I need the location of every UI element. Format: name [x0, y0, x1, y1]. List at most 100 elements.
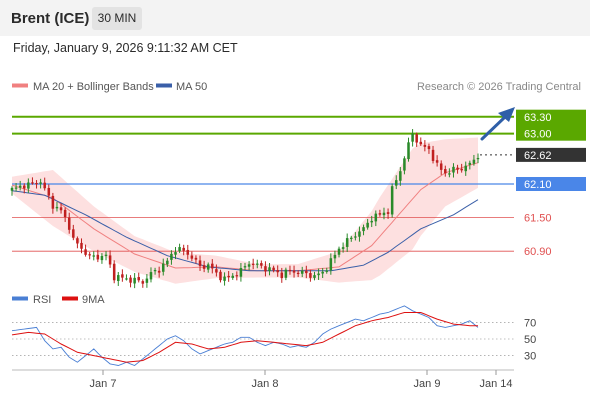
rsi-lines: [11, 305, 479, 367]
credit-text: Research © 2026 Trading Central: [417, 81, 581, 93]
rsi-gridlines: 70 50 30: [12, 317, 536, 363]
candle-27: [121, 269, 124, 282]
candle-40: [174, 247, 177, 260]
level-label-62.62: 62.62: [524, 150, 552, 162]
candle-110: [460, 163, 463, 173]
candle-35: [153, 267, 157, 275]
candle-109: [456, 164, 459, 174]
rsi-ma-legend-label: 9MA: [82, 294, 105, 306]
ma20-legend-swatch: [12, 83, 28, 88]
candle-90: [378, 209, 382, 217]
candle-45: [194, 255, 198, 264]
candle-68: [288, 265, 292, 275]
candle-46: [198, 255, 202, 271]
ma50-line: [11, 190, 479, 272]
candle-6: [35, 180, 38, 189]
candle-95: [399, 166, 402, 186]
candle-112: [468, 160, 472, 170]
candle-44: [190, 251, 194, 262]
rsi-ma-legend-swatch: [62, 296, 78, 301]
rsi-tick-50: 50: [524, 334, 536, 346]
candle-39: [170, 250, 173, 265]
time-axis-ticks: Jan 7 Jan 8 Jan 9 Jan 14: [90, 370, 513, 390]
candle-111: [464, 161, 468, 176]
candle-26: [117, 271, 120, 286]
candle-102: [427, 143, 431, 154]
candle-50: [215, 264, 218, 277]
rsi-line: [11, 305, 479, 367]
candle-105: [439, 160, 443, 175]
candle-36: [157, 266, 161, 278]
candle-79: [333, 250, 337, 264]
candle-32: [141, 279, 145, 288]
candle-106: [444, 165, 447, 177]
candle-84: [354, 232, 357, 241]
candle-87: [366, 218, 369, 230]
candle-22: [100, 253, 104, 264]
time-label-1: Jan 8: [252, 378, 279, 390]
candle-107: [448, 168, 451, 178]
candle-103: [431, 145, 435, 164]
candle-71: [300, 266, 304, 278]
level-label-62.10: 62.10: [524, 179, 552, 191]
candle-41: [178, 243, 181, 253]
candle-14: [67, 212, 71, 234]
candle-65: [276, 265, 279, 277]
candle-94: [394, 175, 398, 190]
level-tag-62.10: [516, 177, 586, 191]
forecast-arrow-icon: [480, 107, 515, 141]
price-level-tags: 63.30 63.00 62.62 62.10 61.50 60.90: [516, 109, 586, 258]
candle-34: [149, 267, 153, 283]
candle-5: [31, 177, 34, 185]
candle-4: [27, 178, 30, 193]
candle-20: [92, 251, 96, 261]
candle-18: [84, 244, 87, 257]
rsi-legend-swatch: [12, 296, 28, 301]
timestamp: Friday, January 9, 2026 9:11:32 AM CET: [13, 41, 238, 55]
candle-104: [435, 155, 439, 167]
rsi-legend-label: RSI: [33, 294, 51, 306]
candle-37: [161, 258, 165, 276]
candle-47: [202, 260, 206, 273]
candle-9: [47, 184, 51, 200]
candle-85: [358, 226, 361, 242]
candle-12: [59, 203, 63, 214]
candle-49: [211, 259, 214, 274]
candle-62: [264, 261, 267, 277]
candle-7: [39, 178, 42, 189]
candle-63: [268, 262, 271, 276]
rsi-tick-70: 70: [524, 317, 536, 329]
candle-48: [206, 262, 210, 273]
candle-97: [407, 137, 410, 162]
candle-67: [284, 267, 288, 281]
candle-75: [317, 268, 320, 280]
candle-28: [125, 274, 128, 281]
candle-77: [325, 267, 329, 274]
candle-88: [370, 215, 373, 228]
candle-108: [452, 163, 455, 178]
bollinger-band-area: [12, 137, 478, 284]
candle-82: [345, 233, 349, 252]
level-tag-62.62: [516, 147, 586, 162]
header: Brent (ICE) 30 MIN: [0, 0, 590, 36]
candle-11: [55, 201, 59, 212]
candle-55: [235, 271, 239, 281]
candle-61: [260, 260, 263, 269]
time-label-2: Jan 9: [414, 378, 441, 390]
ma50-legend-label: MA 50: [176, 81, 207, 93]
resistance-tag-block: [516, 109, 586, 141]
candle-42: [182, 244, 185, 256]
candle-57: [243, 262, 247, 271]
candle-99: [415, 132, 418, 147]
candle-16: [76, 236, 79, 249]
candle-31: [137, 272, 140, 283]
candle-23: [104, 251, 108, 261]
candle-58: [247, 261, 251, 271]
candle-89: [374, 210, 378, 227]
candle-56: [239, 262, 243, 282]
candle-54: [231, 273, 235, 280]
time-label-0: Jan 7: [90, 378, 117, 390]
timeframe-button[interactable]: 30 MIN: [92, 7, 142, 30]
candle-91: [382, 207, 386, 220]
